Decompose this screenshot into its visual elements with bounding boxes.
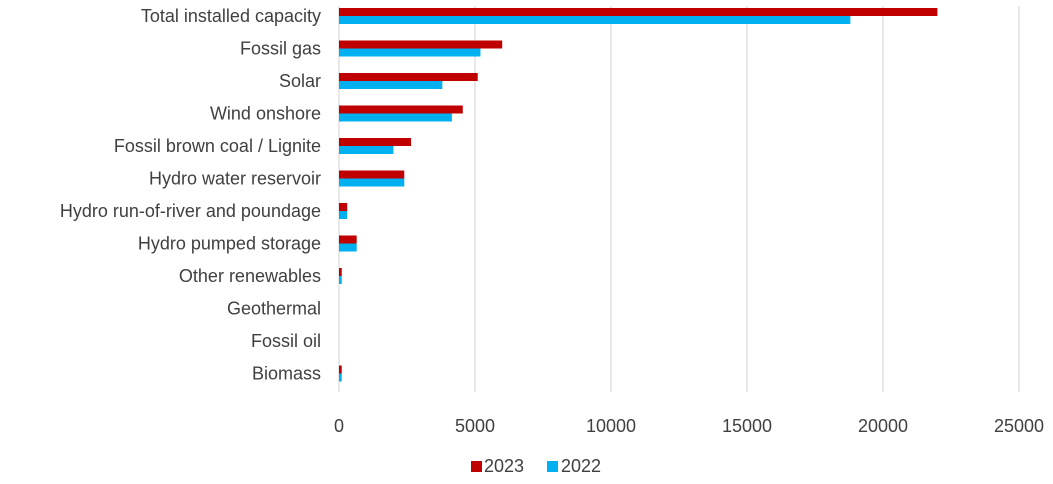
bar-2023 — [339, 268, 342, 276]
bar-2023 — [339, 105, 463, 114]
category-label: Biomass — [252, 364, 321, 384]
bar-2022 — [339, 113, 452, 122]
legend: 2023 2022 — [471, 456, 601, 476]
category-label: Wind onshore — [210, 104, 321, 124]
legend-swatch-2022 — [547, 461, 558, 472]
category-label: Solar — [279, 71, 321, 91]
category-label: Hydro water reservoir — [149, 169, 321, 189]
bar-2023 — [339, 138, 412, 146]
bar-2023 — [339, 40, 503, 49]
bar-2022 — [339, 243, 357, 252]
legend-label-2022: 2022 — [561, 456, 601, 476]
category-label: Hydro run-of-river and poundage — [60, 201, 321, 221]
category-label: Fossil brown coal / Lignite — [114, 136, 321, 156]
x-tick-label-20000: 20000 — [858, 416, 908, 436]
bar-2022 — [339, 276, 342, 284]
bar-2023 — [339, 170, 405, 179]
bar-2022 — [339, 146, 394, 154]
bar-2022 — [339, 16, 851, 24]
category-label: Geothermal — [227, 299, 321, 319]
bars — [339, 8, 938, 382]
gridlines — [338, 6, 1020, 392]
x-tick-label-10000: 10000 — [586, 416, 636, 436]
category-labels: Total installed capacity Fossil gas Solar W… — [60, 6, 321, 384]
category-label: Fossil gas — [240, 39, 321, 59]
legend-swatch-2023 — [471, 461, 482, 472]
category-label: Hydro pumped storage — [138, 234, 321, 254]
bar-2022 — [339, 81, 443, 89]
bar-2022 — [339, 211, 348, 219]
bar-2023 — [339, 365, 342, 374]
bar-2022 — [339, 48, 481, 57]
bar-2022 — [339, 373, 342, 382]
category-label: Fossil oil — [251, 331, 321, 351]
x-tick-label-15000: 15000 — [722, 416, 772, 436]
bar-2023 — [339, 8, 938, 16]
bar-2023 — [339, 235, 357, 244]
x-tick-label-0: 0 — [334, 416, 344, 436]
x-tick-label-5000: 5000 — [455, 416, 495, 436]
x-axis-tick-labels: 0 5000 10000 15000 20000 25000 — [334, 416, 1044, 436]
category-label: Total installed capacity — [141, 6, 321, 26]
legend-label-2023: 2023 — [484, 456, 524, 476]
bar-2022 — [339, 178, 405, 187]
bar-2023 — [339, 73, 478, 81]
category-label: Other renewables — [179, 266, 321, 286]
bar-2023 — [339, 203, 348, 211]
x-tick-label-25000: 25000 — [994, 416, 1044, 436]
